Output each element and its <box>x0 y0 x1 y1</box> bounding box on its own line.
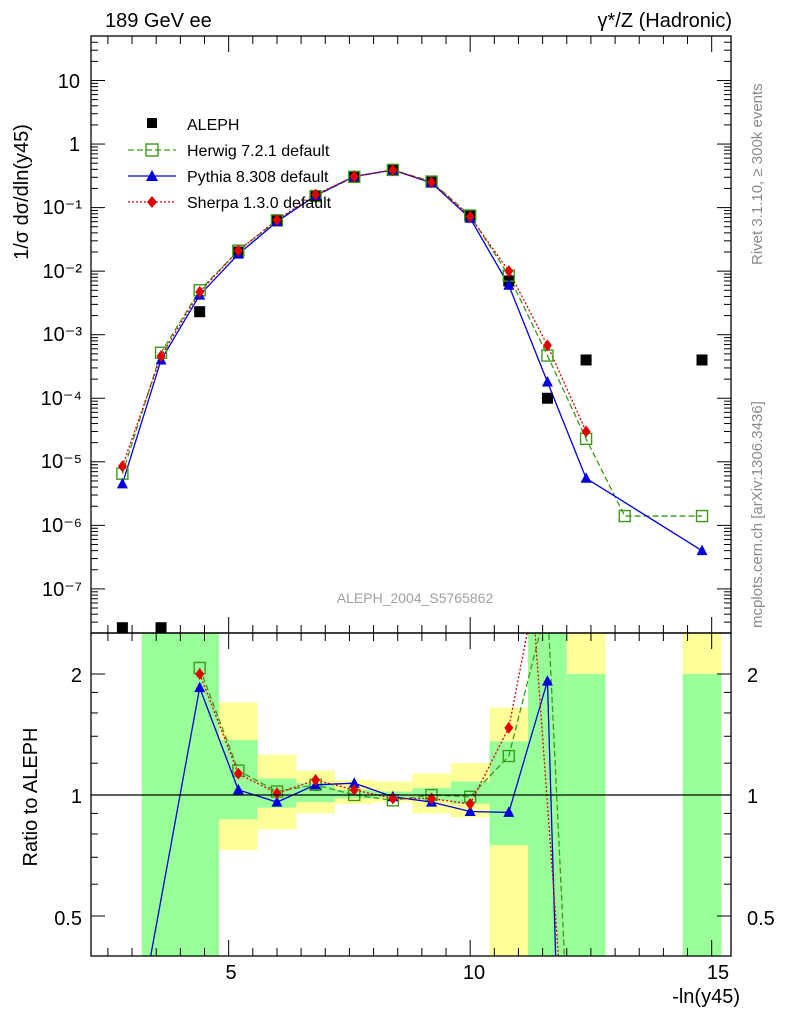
main-point-sherpa-10 <box>504 265 514 278</box>
y-tick-label-1: 1 <box>69 134 80 156</box>
ratio-line-pythia <box>150 680 557 956</box>
legend-entry-aleph: ALEPH <box>147 117 239 134</box>
legend-entry-pythia: Pythia 8.308 default <box>128 169 329 186</box>
main-point-pythia-12 <box>580 472 592 483</box>
legend: ALEPH Herwig 7.2.1 default Pythia 8.308 … <box>128 117 332 212</box>
main-series-lines <box>121 169 703 552</box>
x-tick-label-5: 5 <box>225 962 236 984</box>
main-point-sherpa-7 <box>388 164 398 177</box>
legend-label-herwig: Herwig 7.2.1 default <box>187 143 330 160</box>
main-point-aleph-0 <box>116 622 128 633</box>
main-point-sherpa-3 <box>233 244 243 257</box>
main-series-markers <box>116 163 709 633</box>
main-point-sherpa-1 <box>156 350 166 363</box>
main-point-sherpa-4 <box>272 213 282 226</box>
y-tick-label-10: 10 <box>58 71 80 93</box>
title-right: γ*/Z (Hadronic) <box>598 10 732 32</box>
main-point-sherpa-0 <box>117 460 127 473</box>
main-point-pythia-0 <box>116 477 128 489</box>
ratio-point-pythia-5 <box>348 777 360 788</box>
rivet-text: Rivet 3.1.10, ≥ 300k events <box>749 83 766 265</box>
ratio-point-pythia-9 <box>503 806 515 817</box>
main-point-aleph-2 <box>194 306 206 318</box>
ratio-point-sherpa-4 <box>349 783 359 796</box>
ratio-band-green-8 <box>489 741 529 846</box>
main-point-sherpa-12 <box>581 425 591 438</box>
ratio-point-pythia-1 <box>194 681 206 693</box>
ratio-point-pythia-10 <box>541 675 553 686</box>
ratio-lines <box>150 633 566 956</box>
x-axis-label: -ln(y45) <box>672 986 740 1008</box>
ratio-band-green-11 <box>682 674 722 956</box>
main-y-tick-labels: 10 1 10⁻¹ 10⁻² 10⁻³ 10⁻⁴ 10⁻⁵ 10⁻⁶ 10⁻⁷ <box>41 71 83 601</box>
legend-marker-pythia <box>146 170 158 181</box>
legend-label-aleph: ALEPH <box>187 117 239 134</box>
ratio-y-tick-labels: 0.5 1 2 0.5 1 2 <box>54 665 775 930</box>
main-point-sherpa-11 <box>542 339 552 352</box>
ratio-tick-label-left-05: 0.5 <box>54 908 82 930</box>
ratio-point-sherpa-0 <box>195 668 205 680</box>
y-tick-label-1e-4: 10⁻⁴ <box>41 388 82 410</box>
legend-marker-herwig <box>145 143 159 157</box>
main-point-sherpa-2 <box>195 285 205 298</box>
ratio-point-pythia-8 <box>464 805 476 816</box>
ratio-point-sherpa-2 <box>272 787 282 800</box>
main-line-herwig <box>121 169 703 517</box>
x-tick-label-15: 15 <box>707 962 729 984</box>
main-point-herwig-13 <box>618 509 631 523</box>
x-tick-label-10: 10 <box>463 962 485 984</box>
legend-entry-sherpa: Sherpa 1.3.0 default <box>128 195 332 212</box>
ratio-tick-label-right-1: 1 <box>747 786 758 808</box>
ratio-point-pythia-3 <box>271 796 283 807</box>
main-point-pythia-10 <box>503 279 515 290</box>
ratio-band-green-10 <box>566 674 606 956</box>
ratio-band-green-9 <box>528 633 567 956</box>
legend-marker-aleph <box>147 118 157 128</box>
mcplots-text: mcplots.cern.ch [arXiv:1306.3436] <box>749 401 766 628</box>
ratio-point-sherpa-1 <box>233 767 243 780</box>
watermark-text: ALEPH_2004_S5765862 <box>337 590 494 606</box>
main-point-aleph-12 <box>580 354 592 366</box>
main-point-pythia-11 <box>541 376 553 387</box>
x-tick-labels: 5 10 15 <box>225 962 729 984</box>
main-point-aleph-13 <box>696 354 708 366</box>
ratio-band-green-1 <box>219 740 258 820</box>
ratio-point-pythia-2 <box>232 783 244 795</box>
main-point-aleph-11 <box>541 392 553 404</box>
y-tick-label-1e-3: 10⁻³ <box>43 324 83 346</box>
legend-label-pythia: Pythia 8.308 default <box>187 169 329 186</box>
ratio-point-sherpa-7 <box>465 797 475 810</box>
title-left: 189 GeV ee <box>105 10 212 32</box>
legend-label-sherpa: Sherpa 1.3.0 default <box>187 195 332 212</box>
main-point-herwig-14 <box>695 509 709 523</box>
ratio-tick-label-left-2: 2 <box>71 665 82 687</box>
y-tick-label-1e-2: 10⁻² <box>43 261 83 283</box>
ratio-point-herwig-8 <box>502 749 516 763</box>
legend-entry-herwig: Herwig 7.2.1 default <box>128 143 330 160</box>
axis-ticks <box>91 36 731 956</box>
main-line-pythia <box>121 169 703 552</box>
ratio-ylabel: Ratio to ALEPH <box>20 728 42 867</box>
main-ylabel: 1/σ dσ/dln(y45) <box>11 124 33 260</box>
main-point-aleph-1 <box>155 622 167 633</box>
main-point-sherpa-9 <box>465 210 475 223</box>
ratio-tick-label-right-2: 2 <box>747 665 758 687</box>
main-line-sherpa <box>121 169 587 467</box>
main-point-sherpa-6 <box>349 170 359 183</box>
y-tick-label-1e-1: 10⁻¹ <box>43 197 83 219</box>
ratio-tick-label-right-05: 0.5 <box>747 908 775 930</box>
main-point-sherpa-8 <box>427 176 437 189</box>
y-tick-label-1e-5: 10⁻⁵ <box>41 451 82 473</box>
ratio-point-sherpa-3 <box>311 773 321 786</box>
main-point-pythia-13 <box>696 544 708 556</box>
y-tick-label-1e-7: 10⁻⁷ <box>42 579 82 601</box>
ratio-tick-label-left-1: 1 <box>71 786 82 808</box>
main-point-sherpa-5 <box>311 188 321 201</box>
legend-marker-sherpa <box>147 196 157 208</box>
ratio-point-sherpa-8 <box>504 721 514 734</box>
y-tick-label-1e-6: 10⁻⁶ <box>41 515 82 537</box>
